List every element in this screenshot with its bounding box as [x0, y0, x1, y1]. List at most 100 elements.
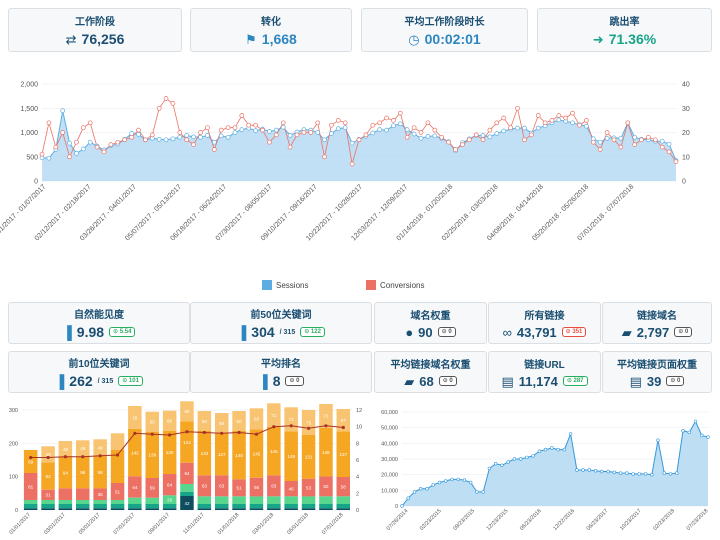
stack-segment: [284, 504, 298, 509]
stack-segment: [162, 410, 177, 431]
segment-label: 15: [132, 415, 138, 420]
sessions-point: [501, 128, 507, 134]
conversions-point: [549, 118, 555, 123]
kpi-label: 转化: [261, 17, 281, 28]
segment-label: 94: [63, 471, 69, 476]
conversions-point: [515, 105, 520, 111]
link-metric-card[interactable]: 链接域名 ▰ 2,797 ⊙ 0: [602, 302, 712, 344]
stack-segment: [93, 500, 107, 504]
stack-segment: [128, 508, 142, 510]
conversions-point: [446, 139, 451, 145]
y-tick-right: 0: [682, 179, 686, 186]
conversions-point: [329, 122, 334, 128]
sessions-point: [287, 133, 293, 138]
segment-label: 145: [235, 453, 243, 458]
backlinks-point: [575, 468, 579, 472]
kpi-value: 76,256: [81, 31, 125, 47]
x-tick-label: 02/23/2015: [419, 508, 443, 532]
seo-metric-card[interactable]: 前50位关键词 ▐ 304 / 315 ⊙ 122: [190, 302, 372, 344]
avg-rank-point: [185, 430, 189, 434]
sessions-point: [659, 138, 665, 144]
conversions-point: [453, 147, 458, 152]
y-tick: 30,000: [381, 457, 398, 463]
conversions-point: [211, 147, 217, 152]
conversions-point: [618, 144, 624, 150]
conversions-point: [239, 113, 245, 118]
stack-segment: [23, 450, 38, 473]
conversions-point: [439, 134, 445, 140]
backlinks-point: [700, 433, 704, 438]
kpi-card[interactable]: 平均工作阶段时长 ◷ 00:02:01: [361, 8, 528, 52]
sessions-point: [618, 135, 624, 141]
stack-segment: [336, 504, 350, 509]
sessions-point: [239, 127, 245, 132]
sessions-point: [370, 130, 376, 136]
x-tick-label: 12/22/2016: [552, 508, 576, 532]
stack-segment: [41, 504, 55, 509]
conversions-point: [418, 130, 424, 135]
seo-metric-card[interactable]: 自然能见度 ▐ 9.98 ⊙ 5.54: [8, 302, 190, 344]
sessions-point: [604, 135, 610, 141]
stack-segment: [336, 496, 350, 504]
avg-rank-point: [341, 425, 345, 430]
y-tick-left: 0: [15, 508, 18, 514]
stack-segment: [110, 508, 125, 510]
backlinks-point: [525, 455, 529, 460]
link-metric-card[interactable]: 所有链接 ∞ 43,791 ⊙ 351: [488, 302, 601, 344]
backlinks-point: [681, 429, 685, 433]
y-tick: 20,000: [381, 473, 398, 479]
conversions-point: [487, 127, 493, 133]
stack-segment: [284, 431, 298, 481]
segment-label: 48: [80, 446, 86, 451]
stack-segment: [284, 496, 298, 504]
stack-segment: [319, 404, 333, 428]
segment-label: 60: [184, 409, 190, 414]
stack-segment: [301, 496, 316, 504]
sessions-point: [432, 133, 438, 139]
conversions-point: [101, 149, 107, 155]
stack-segment: [180, 491, 194, 496]
sessions-point: [391, 123, 396, 129]
kpi-card[interactable]: 工作阶段 ⇄ 76,256: [8, 8, 182, 52]
kpi-card[interactable]: 跳出率 ➜ 71.36%: [537, 8, 712, 52]
link-metric-card[interactable]: 域名权重 ● 90 ⊙ 0: [374, 302, 487, 344]
segment-label: 124: [183, 440, 191, 445]
backlinks-point: [556, 447, 560, 452]
kpi-card[interactable]: 转化 ⚑ 1,668: [190, 8, 352, 52]
sessions-point: [184, 133, 190, 138]
sessions-point: [515, 125, 520, 131]
legend-sessions[interactable]: Sessions: [262, 280, 308, 290]
metric-value: 11,174: [518, 373, 558, 389]
link-metric-card[interactable]: 链接URL ▤ 11,174 ⊙ 287: [488, 351, 601, 393]
segment-label: 51: [115, 489, 121, 494]
clock-icon: ◷: [408, 31, 420, 47]
conversions-point: [356, 137, 362, 143]
metric-label: 平均链接域名权重: [390, 359, 471, 371]
avg-rank-point: [324, 424, 328, 428]
x-tick-label: 09/23/2015: [452, 508, 476, 532]
seo-metric-card[interactable]: 前10位关键词 ▐ 262 / 315 ⊙ 101: [8, 351, 190, 393]
link-metric-card[interactable]: 平均链接域名权重 ▰ 68 ⊙ 0: [374, 351, 487, 393]
bar-chart-icon: ▐: [55, 373, 65, 389]
sessions-point: [211, 139, 217, 145]
stack-segment: [93, 455, 107, 489]
stack-segment: [128, 497, 142, 504]
legend-conversions[interactable]: Conversions: [366, 280, 424, 290]
conversions-point: [473, 132, 479, 138]
backlinks-point: [462, 478, 467, 482]
conversions-point: [156, 105, 162, 111]
metric-label: 域名权重: [410, 310, 451, 322]
file-icon: ▤: [629, 373, 642, 389]
backlinks-point: [612, 470, 616, 474]
stack-segment: [23, 508, 38, 510]
link-metric-card[interactable]: 平均链接页面权重 ▤ 39 ⊙ 0: [602, 351, 712, 393]
conversions-point: [639, 137, 644, 143]
stack-segment: [249, 429, 264, 478]
metric-value-row: ● 90 ⊙ 0: [405, 325, 456, 340]
avg-rank-point: [63, 455, 67, 459]
conversions-point: [556, 113, 562, 118]
conversions-point: [460, 142, 465, 147]
avg-rank-point: [220, 431, 224, 435]
conversions-point: [673, 159, 679, 164]
seo-metric-card[interactable]: 平均排名 ▐ 8 ⊙ 0: [190, 351, 372, 393]
